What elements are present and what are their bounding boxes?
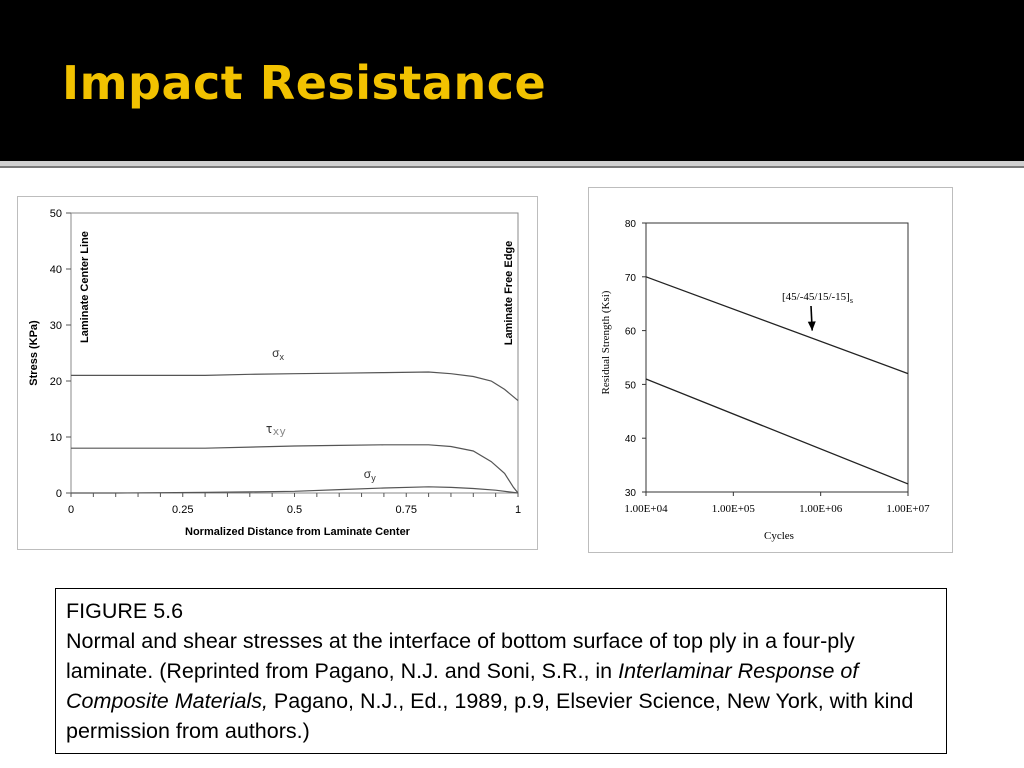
x-tick-label: 0.25 <box>172 504 193 516</box>
residual-strength-chart-svg: 30 40 50 60 70 80 1.00E+04 1.00E+05 1.00E+06 1.00… <box>600 219 930 542</box>
x-axis-label: Normalized Distance from Laminate Center <box>185 526 411 538</box>
y-tick-label: 70 <box>625 273 637 284</box>
annotation-label-subscript: s <box>850 296 853 305</box>
y-axis-label: Stress (KPa) <box>28 320 40 386</box>
series-line <box>71 486 519 494</box>
annotation-label: [45/-45/15/-15]s <box>782 291 853 305</box>
center-line-annotation: Laminate Center Line <box>79 231 91 343</box>
series-label-subscript: y <box>371 473 376 483</box>
caption-text-part1: Normal and shear stresses at the interfa… <box>66 629 855 683</box>
y-tick-label: 20 <box>50 376 62 388</box>
y-axis-label: Residual Strength (Ksi) <box>600 290 612 394</box>
plot-area <box>70 212 519 494</box>
series-line <box>645 276 909 375</box>
series-line <box>71 371 519 402</box>
series-label-subscript: xy <box>273 425 287 438</box>
annotation-arrowhead <box>807 321 816 331</box>
series-label: τxy <box>265 422 286 438</box>
y-tick-label: 50 <box>625 380 637 391</box>
y-tick-label: 30 <box>625 488 637 499</box>
figure-label: FIGURE 5.6 <box>66 599 184 623</box>
series-label-symbol: σ <box>364 467 372 481</box>
y-tick-label: 30 <box>50 320 62 332</box>
figure-caption: FIGURE 5.6 Normal and shear stresses at … <box>55 588 947 754</box>
plot-area <box>645 222 909 493</box>
x-tick-label: 0 <box>68 504 74 516</box>
free-edge-annotation: Laminate Free Edge <box>503 241 515 346</box>
residual-strength-chart: 30 40 50 60 70 80 1.00E+04 1.00E+05 1.00E+06 1.00… <box>588 187 953 553</box>
series-label: σy <box>364 467 376 483</box>
x-tick-label: 1.00E+06 <box>799 503 843 515</box>
title-bar: Impact Resistance <box>0 0 1024 160</box>
x-tick-label: 1 <box>515 504 521 516</box>
x-tick-label: 1.00E+05 <box>712 503 756 515</box>
slide-content: 0 10 20 30 40 50 0 0.25 0.5 0.75 1 Normalized Dista… <box>0 168 1024 768</box>
x-tick-label: 0.75 <box>396 504 417 516</box>
series-line <box>645 378 909 485</box>
y-tick-label: 80 <box>625 219 637 230</box>
y-tick-label: 40 <box>50 264 62 276</box>
slide-title: Impact Resistance <box>62 56 547 110</box>
stress-chart: 0 10 20 30 40 50 0 0.25 0.5 0.75 1 Normalized Dista… <box>17 196 538 550</box>
x-axis-label: Cycles <box>764 530 794 542</box>
x-tick-label: 0.5 <box>287 504 302 516</box>
stress-chart-svg: 0 10 20 30 40 50 0 0.25 0.5 0.75 1 Normalized Dista… <box>28 208 521 538</box>
title-divider <box>0 161 1024 166</box>
title-divider-shadow <box>0 166 1024 168</box>
x-tick-label: 1.00E+04 <box>624 503 668 515</box>
caption-text: Normal and shear stresses at the interfa… <box>66 626 936 746</box>
series-label-subscript: x <box>280 352 285 362</box>
y-tick-label: 0 <box>56 488 62 500</box>
y-tick-label: 60 <box>625 327 637 338</box>
annotation-label-main: [45/-45/15/-15] <box>782 291 850 303</box>
y-tick-label: 10 <box>50 432 62 444</box>
series-line <box>71 444 519 494</box>
series-label-symbol: τ <box>265 422 272 436</box>
y-tick-label: 40 <box>625 434 637 445</box>
series-label-symbol: σ <box>272 346 280 360</box>
caption-book-title: Interlaminar Response of Composite Mater… <box>66 659 859 713</box>
x-tick-label: 1.00E+07 <box>886 503 930 515</box>
series-label: σx <box>272 346 284 362</box>
y-tick-label: 50 <box>50 208 62 220</box>
caption-text-part2: Pagano, N.J., Ed., 1989, p.9, Elsevier S… <box>66 689 914 743</box>
